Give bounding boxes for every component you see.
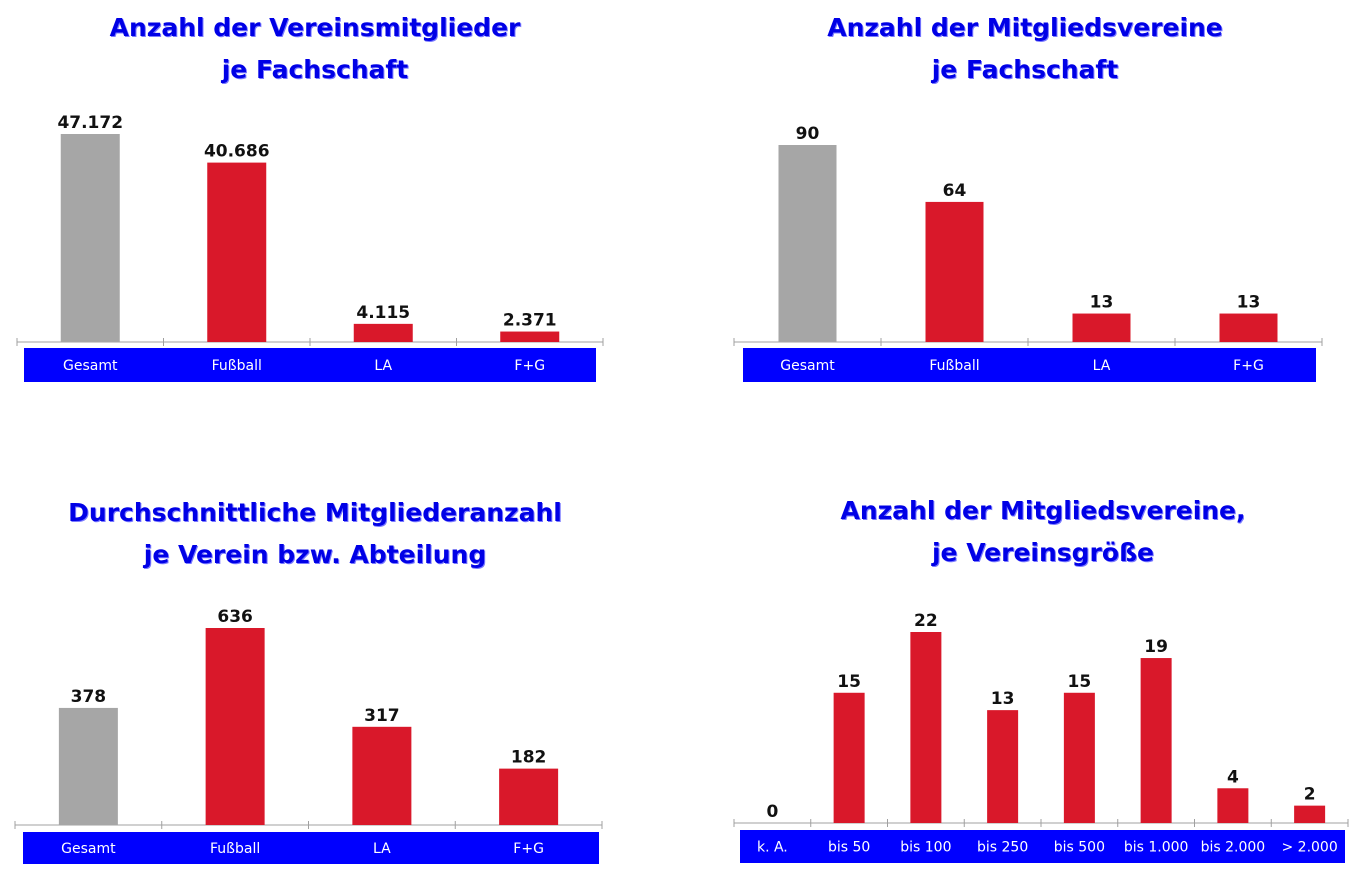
bar xyxy=(353,323,413,342)
chart-title-line-2: je Vereinsgröße xyxy=(931,538,1155,567)
bar xyxy=(987,710,1019,823)
chart-panel-4: Anzahl der Mitgliedsvereine, je Vereinsg… xyxy=(720,480,1366,872)
bar-value-label: 64 xyxy=(943,181,967,201)
bar-value-label: 13 xyxy=(1237,293,1261,313)
category-label: bis 250 xyxy=(977,840,1028,856)
category-label: LA xyxy=(374,358,392,374)
bar xyxy=(1219,313,1278,342)
category-label: F+G xyxy=(513,841,544,857)
category-label: Gesamt xyxy=(780,358,835,374)
chart-title-line-2: je Fachschaft xyxy=(931,55,1119,84)
bar-value-label: 15 xyxy=(1068,672,1092,692)
bar xyxy=(925,201,984,342)
bar-value-label: 182 xyxy=(511,748,547,768)
chart-4-svg: 0 k. A. 15 bis 50 22 bis 100 13 bis 250 15 bis 50… xyxy=(733,611,1349,863)
bar-value-label: 4.115 xyxy=(356,303,410,323)
chart-3-svg: 378 Gesamt 636 Fußball 317 LA 182 F+G xyxy=(14,607,603,864)
category-axis-band xyxy=(740,830,1345,863)
chart-panel-1: Anzahl der Vereinsmitglieder je Fachscha… xyxy=(0,0,630,400)
category-label: bis 2.000 xyxy=(1201,840,1266,856)
bar xyxy=(1217,788,1249,823)
category-label: F+G xyxy=(1233,358,1264,374)
bar-value-label: 19 xyxy=(1144,637,1168,657)
category-label: > 2.000 xyxy=(1281,840,1337,856)
category-label: Fußball xyxy=(212,358,262,374)
category-label: k. A. xyxy=(757,840,788,856)
bar xyxy=(1140,658,1172,823)
chart-title-line-2: je Fachschaft xyxy=(221,55,409,84)
bar xyxy=(499,768,559,825)
bar xyxy=(778,145,837,342)
bar-value-label: 2 xyxy=(1304,785,1316,805)
category-label: Gesamt xyxy=(63,358,118,374)
chart-title-line-1: Durchschnittliche Mitgliederanzahl xyxy=(68,498,562,527)
chart-title-line-2: je Verein bzw. Abteilung xyxy=(143,540,487,569)
category-label: LA xyxy=(1093,358,1111,374)
bar xyxy=(1072,313,1131,342)
bar xyxy=(58,707,118,825)
category-label: bis 100 xyxy=(900,840,951,856)
bar-value-label: 636 xyxy=(217,607,253,627)
category-axis-band xyxy=(24,348,596,382)
bar-value-label: 0 xyxy=(766,802,778,822)
category-label: Fußball xyxy=(210,841,260,857)
bar xyxy=(60,134,120,342)
bar-value-label: 2.371 xyxy=(503,311,557,331)
bar xyxy=(207,162,267,342)
chart-1-svg: 47.172 Gesamt 40.686 Fußball 4.115 LA 2.371 F+G xyxy=(16,113,604,382)
bar xyxy=(205,628,265,825)
category-label: LA xyxy=(373,841,391,857)
bar xyxy=(910,632,942,823)
category-axis-band xyxy=(23,832,599,864)
bar xyxy=(352,726,412,825)
category-label: Fußball xyxy=(929,358,979,374)
bar-value-label: 47.172 xyxy=(57,113,123,133)
bar-value-label: 13 xyxy=(991,689,1015,709)
category-label: Gesamt xyxy=(61,841,116,857)
bar-value-label: 378 xyxy=(71,687,107,707)
bar-value-label: 4 xyxy=(1227,767,1239,787)
bar-value-label: 22 xyxy=(914,611,938,631)
bar xyxy=(833,692,865,823)
category-label: bis 50 xyxy=(828,840,870,856)
category-label: bis 1.000 xyxy=(1124,840,1189,856)
category-axis-band xyxy=(743,348,1316,382)
bar-value-label: 90 xyxy=(796,124,820,144)
bar-value-label: 15 xyxy=(837,672,861,692)
chart-2-svg: 90 Gesamt 64 Fußball 13 LA 13 F+G xyxy=(733,124,1323,382)
chart-title-line-1: Anzahl der Vereinsmitglieder xyxy=(109,13,521,42)
chart-title-line-1: Anzahl der Mitgliedsvereine xyxy=(827,13,1223,42)
chart-panel-3: Durchschnittliche Mitgliederanzahl je Ve… xyxy=(0,480,630,872)
bar xyxy=(1294,805,1326,823)
bar xyxy=(500,331,560,342)
bar-value-label: 40.686 xyxy=(204,142,270,162)
chart-title-line-1: Anzahl der Mitgliedsvereine, xyxy=(840,496,1246,525)
category-label: F+G xyxy=(514,358,545,374)
chart-panel-2: Anzahl der Mitgliedsvereine je Fachschaf… xyxy=(710,0,1340,400)
bar xyxy=(1063,692,1095,823)
category-label: bis 500 xyxy=(1054,840,1105,856)
bar-value-label: 317 xyxy=(364,706,400,726)
bar-value-label: 13 xyxy=(1090,293,1114,313)
